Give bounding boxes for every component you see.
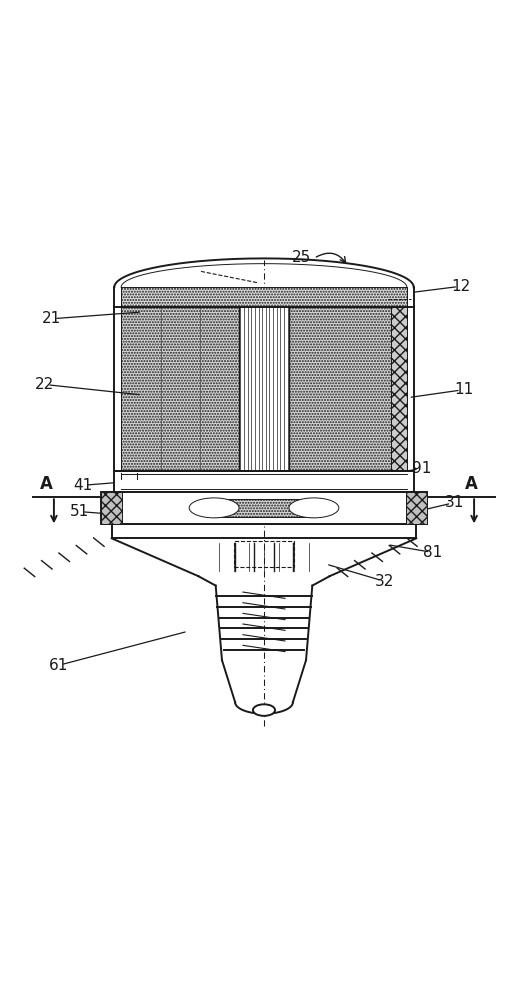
Bar: [289, 307, 391, 471]
Ellipse shape: [253, 704, 275, 716]
Bar: [214, 499, 314, 517]
Bar: [114, 471, 414, 492]
Ellipse shape: [289, 498, 339, 518]
Text: 81: 81: [423, 545, 443, 560]
Bar: [121, 307, 239, 471]
Text: A: A: [465, 475, 478, 493]
Bar: [121, 287, 407, 307]
Text: 11: 11: [454, 382, 473, 397]
Text: 25: 25: [292, 250, 312, 265]
Text: 91: 91: [412, 461, 431, 476]
Text: 32: 32: [375, 574, 394, 589]
Text: 41: 41: [73, 478, 92, 493]
Text: 61: 61: [49, 658, 68, 673]
Text: 22: 22: [35, 377, 54, 392]
Bar: [239, 307, 289, 471]
Text: A: A: [40, 475, 52, 493]
Bar: [391, 307, 407, 471]
Bar: [101, 492, 122, 524]
Text: 12: 12: [451, 279, 470, 294]
Bar: [233, 541, 295, 567]
Text: 31: 31: [445, 495, 464, 510]
Text: 51: 51: [70, 504, 89, 519]
Ellipse shape: [189, 498, 239, 518]
Text: 21: 21: [42, 311, 61, 326]
Bar: [101, 492, 427, 524]
Bar: [406, 492, 427, 524]
